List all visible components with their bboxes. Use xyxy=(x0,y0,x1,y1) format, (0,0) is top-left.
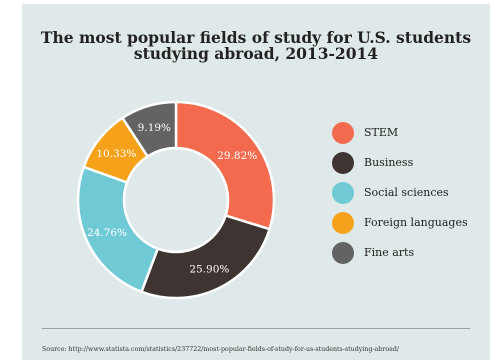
legend-swatch-fine-arts xyxy=(332,242,354,264)
donut-slice-social-sciences xyxy=(76,165,160,294)
footer-divider xyxy=(42,328,470,329)
donut-chart: 29.82% 25.90% 24.76% 10.33% 9.19% xyxy=(76,100,276,300)
legend-item-foreign-languages: Foreign languages xyxy=(332,212,500,236)
legend-item-business: Business xyxy=(332,152,500,176)
slice-label-fine-arts: 9.19% xyxy=(138,122,171,134)
legend-swatch-foreign-languages xyxy=(332,212,354,234)
chart-title-line-1: The most popular fields of study for U.S… xyxy=(40,28,472,47)
legend-item-fine-arts: Fine arts xyxy=(332,242,500,266)
legend-label-business: Business xyxy=(364,156,414,169)
legend-label-fine-arts: Fine arts xyxy=(364,246,415,259)
slice-label-business: 25.90% xyxy=(189,263,229,275)
donut-slice-fine-arts xyxy=(120,100,178,159)
chart-title: The most popular fields of study for U.S… xyxy=(22,30,490,62)
donut-slice-stem xyxy=(174,100,276,231)
legend-item-social-sciences: Social sciences xyxy=(332,182,500,206)
source-note: Source: http://www.statista.com/statisti… xyxy=(42,346,400,353)
legend-swatch-social-sciences xyxy=(332,182,354,204)
slice-label-social-sciences: 24.76% xyxy=(87,227,127,239)
legend-label-foreign-languages: Foreign languages xyxy=(364,216,468,229)
donut-slice-business xyxy=(139,213,272,300)
chart-title-line-2: studying abroad, 2013-2014 xyxy=(133,44,379,63)
chart-panel: The most popular fields of study for U.S… xyxy=(22,4,490,360)
legend-item-stem: STEM xyxy=(332,122,500,146)
slice-label-stem: 29.82% xyxy=(217,150,257,162)
legend-swatch-business xyxy=(332,152,354,174)
slice-label-foreign-languages: 10.33% xyxy=(96,148,136,160)
legend-label-stem: STEM xyxy=(364,126,399,139)
legend-swatch-stem xyxy=(332,122,354,144)
legend-label-social-sciences: Social sciences xyxy=(364,186,449,199)
